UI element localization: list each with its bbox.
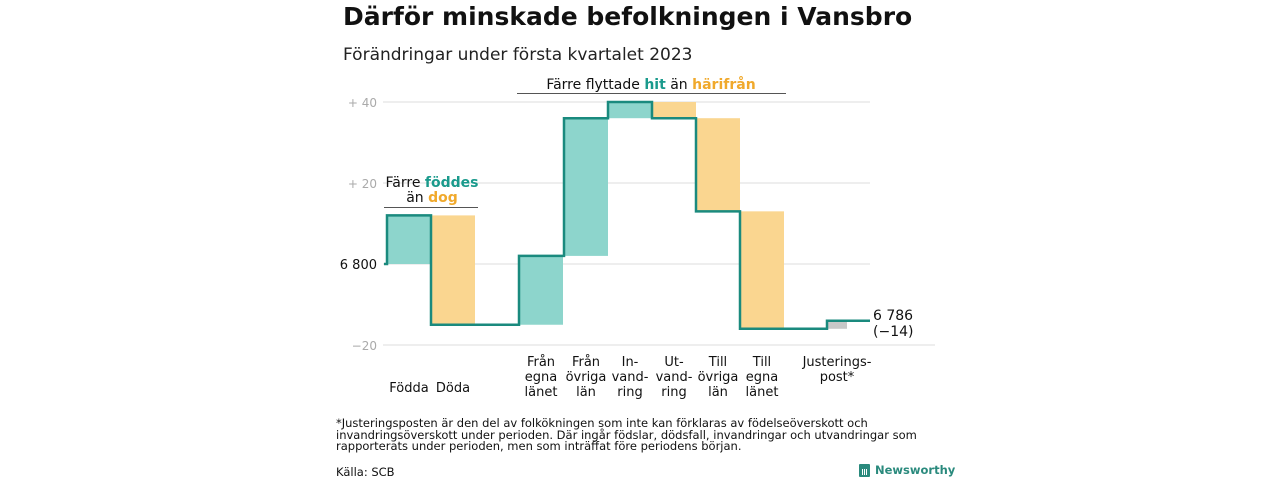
category-label: ring: [661, 385, 686, 400]
y-tick-label: 6 800: [340, 258, 377, 273]
category-label: övriga: [566, 370, 607, 385]
category-label: Födda: [389, 381, 428, 396]
bar-0: [387, 215, 431, 264]
category-labels: Födda DödaFrånegnalänetFrånövrigalänIn-va…: [389, 355, 871, 400]
category-label: Justerings-: [802, 355, 872, 370]
category-label: län: [708, 385, 728, 400]
y-tick-label: + 20: [348, 177, 377, 191]
annotation-fewer-born: Färre föddes: [386, 175, 479, 191]
chart-title: Därför minskade befolkningen i Vansbro: [343, 2, 913, 31]
category-label: länet: [746, 385, 779, 400]
category-label: egna: [746, 370, 778, 385]
brand-name: Newsworthy: [875, 463, 956, 477]
brand-logo: Newsworthy: [859, 463, 955, 477]
bar-5: [652, 102, 696, 119]
bar-3: [564, 118, 608, 256]
chart-subtitle: Förändringar under första kvartalet 2023: [343, 45, 693, 65]
category-label: vand-: [612, 370, 649, 385]
bar-4: [608, 102, 652, 119]
category-label: egna: [525, 370, 557, 385]
category-label: ring: [617, 385, 642, 400]
category-label: Till: [752, 355, 771, 370]
category-label: Från: [572, 355, 600, 370]
annotation-fewer-moved-here: Färre flyttade hit än härifrån: [546, 76, 755, 93]
source-label: Källa: SCB: [336, 465, 395, 479]
waterfall-bars: [387, 102, 847, 329]
bar-1: [431, 215, 475, 325]
category-label: län: [576, 385, 596, 400]
y-tick-label: −20: [352, 339, 377, 353]
category-label: Från: [527, 355, 555, 370]
end-change-label: (−14): [873, 324, 913, 340]
category-label: vand-: [656, 370, 693, 385]
annotation-than-died: än dog: [406, 190, 458, 206]
bar-chart-icon: [859, 463, 870, 477]
category-label: Döda: [436, 381, 470, 396]
bar-8: [827, 320, 847, 329]
category-label: länet: [525, 385, 558, 400]
category-label: övriga: [698, 370, 739, 385]
category-label: In-: [622, 355, 639, 370]
bar-2: [519, 255, 563, 325]
running-total-line: [384, 100, 870, 331]
category-label: Ut-: [664, 355, 684, 370]
y-tick-label: + 40: [348, 96, 377, 110]
category-label: post*: [820, 370, 855, 385]
end-value-label: 6 786: [873, 308, 913, 324]
footnote: *Justeringsposten är den del av folkökni…: [336, 416, 917, 453]
bar-7: [740, 211, 784, 329]
bar-6: [696, 118, 740, 212]
category-label: Till: [708, 355, 727, 370]
